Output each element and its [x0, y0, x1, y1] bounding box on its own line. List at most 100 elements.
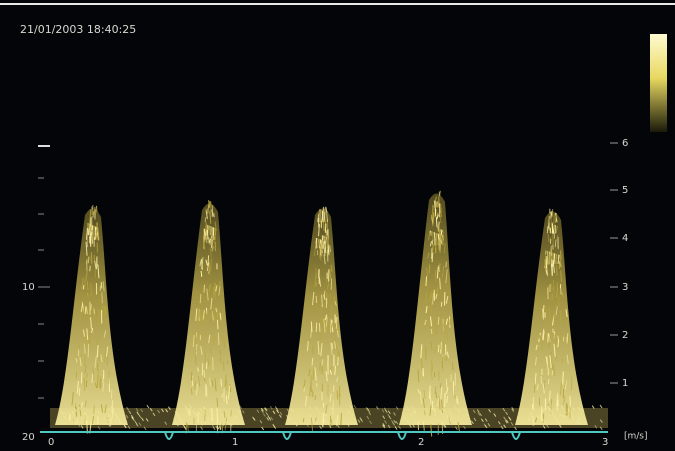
spectral-texture [212, 426, 216, 430]
spectral-texture [555, 306, 558, 316]
spectral-texture [567, 408, 571, 413]
spectral-texture [105, 346, 109, 357]
spectral-texture [547, 215, 550, 229]
spectral-texture [198, 307, 201, 322]
spectral-texture [329, 293, 332, 299]
spectral-texture [140, 408, 144, 413]
right-tick-label: 1 [622, 378, 628, 389]
spectral-texture [552, 260, 555, 273]
spectral-texture [552, 279, 555, 293]
spectral-texture [457, 422, 460, 432]
spectral-texture [108, 407, 111, 412]
spectral-texture [80, 425, 84, 429]
spectral-texture [580, 411, 583, 415]
spectral-texture [336, 414, 339, 427]
spectral-texture [532, 421, 536, 426]
right-tick-label: 4 [622, 233, 628, 244]
spectral-texture [63, 411, 67, 416]
spectral-texture [425, 276, 428, 287]
spectral-texture [290, 408, 294, 413]
spectral-texture [264, 407, 268, 411]
spectral-texture [366, 415, 370, 420]
spectral-texture [269, 405, 273, 410]
spectral-texture [259, 419, 263, 424]
spectral-texture [466, 412, 469, 417]
spectral-texture [550, 283, 553, 290]
spectral-texture [403, 415, 407, 419]
spectral-texture [562, 415, 566, 419]
spectral-texture [317, 340, 320, 355]
spectral-texture [334, 419, 338, 424]
spectral-texture [92, 211, 95, 218]
spectral-texture [173, 417, 177, 422]
spectral-texture [199, 408, 203, 412]
spectral-texture [429, 405, 432, 416]
spectral-texture [369, 420, 372, 425]
spectral-texture [329, 268, 332, 280]
spectral-texture [535, 417, 538, 423]
spectral-texture [101, 292, 103, 304]
spectral-texture [425, 305, 428, 314]
spectral-texture [413, 410, 417, 415]
spectral-texture [85, 269, 88, 281]
spectral-texture [555, 418, 559, 422]
spectral-texture [204, 224, 207, 231]
spectral-texture [333, 296, 336, 305]
spectral-texture [260, 409, 264, 413]
spectral-texture [454, 405, 457, 410]
spectral-texture [136, 411, 140, 416]
spectral-texture [71, 411, 75, 415]
spectral-texture [94, 356, 97, 368]
spectral-texture [546, 424, 550, 428]
spectral-texture [108, 422, 112, 427]
spectral-texture [84, 305, 87, 315]
spectral-texture [89, 255, 91, 262]
spectral-texture [210, 258, 212, 272]
spectral-texture [413, 410, 416, 415]
spectral-texture [437, 202, 440, 208]
spectral-texture [209, 284, 211, 291]
spectral-texture [186, 412, 190, 416]
spectral-texture [189, 404, 193, 409]
spectral-texture [92, 366, 95, 380]
spectral-texture [560, 405, 564, 409]
spectral-texture [577, 406, 581, 411]
spectral-texture [326, 282, 330, 290]
spectral-texture [331, 407, 335, 412]
spectral-texture [111, 407, 114, 419]
spectral-texture [324, 223, 327, 233]
time-label: 3 [602, 437, 608, 448]
spectral-texture [410, 405, 414, 410]
spectral-texture [197, 367, 199, 372]
spectral-texture [106, 353, 109, 366]
spectral-texture [431, 244, 434, 253]
spectral-texture [317, 238, 320, 249]
spectral-texture [554, 239, 557, 248]
spectral-texture [562, 400, 565, 406]
spectral-texture [439, 212, 442, 223]
spectral-texture [336, 390, 339, 400]
spectral-texture [320, 305, 323, 312]
spectral-texture [99, 376, 102, 388]
spectral-texture [516, 416, 520, 420]
spectral-texture [340, 413, 342, 426]
spectral-texture [548, 408, 552, 412]
spectral-texture [566, 354, 569, 365]
spectral-texture [387, 424, 391, 429]
spectral-texture [76, 421, 80, 426]
spectral-texture [209, 212, 212, 224]
unit-label: [m/s] [624, 432, 648, 442]
spectral-texture [443, 408, 447, 413]
spectral-texture [438, 191, 441, 197]
spectral-texture [67, 411, 71, 416]
spectral-texture [529, 413, 532, 417]
spectral-texture [431, 359, 434, 371]
spectral-texture [441, 266, 445, 278]
time-label: 1 [232, 437, 238, 448]
spectral-texture [118, 420, 122, 425]
spectral-texture [534, 356, 537, 366]
spectral-texture [511, 408, 515, 413]
spectral-texture [384, 409, 388, 414]
spectral-texture [493, 413, 497, 417]
